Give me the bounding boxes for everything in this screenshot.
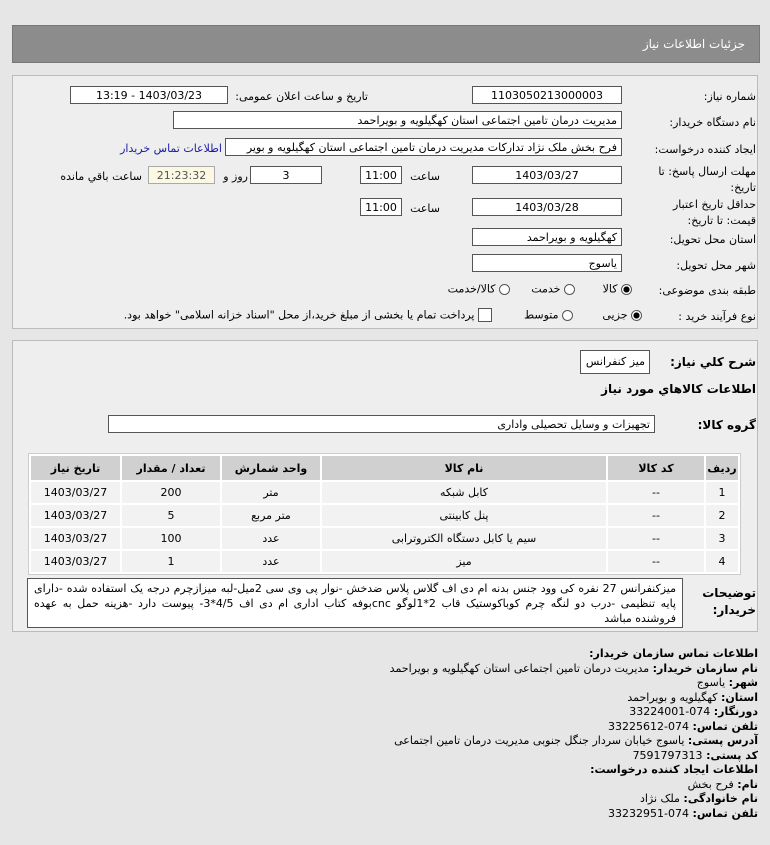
radio-selected-icon[interactable] <box>631 309 642 321</box>
table-row: 1 -- کابل شبکه متر 200 1403/03/27 <box>31 482 738 503</box>
city-field: یاسوج <box>472 254 622 272</box>
creator-label: ایجاد کننده درخواست: <box>654 143 756 156</box>
radio-icon[interactable] <box>562 309 573 321</box>
page-header: جزئیات اطلاعات نیاز <box>12 25 760 63</box>
deadline-time-field: 11:00 <box>360 166 402 184</box>
cell: 1403/03/27 <box>31 528 120 549</box>
cell: 1 <box>122 551 220 572</box>
city-label: شهر محل تحویل: <box>676 259 756 272</box>
need-number-field: 1103050213000003 <box>472 86 622 104</box>
page-title: جزئیات اطلاعات نیاز <box>642 37 745 51</box>
province-label: استان محل تحویل: <box>669 233 756 246</box>
creator-name: نام: فرح بخش <box>687 777 758 791</box>
cell: 200 <box>122 482 220 503</box>
buyer-contact-link[interactable]: اطلاعات تماس خریدار <box>120 142 222 155</box>
cell: عدد <box>222 528 320 549</box>
cell: میز <box>322 551 606 572</box>
contact-province: استان: کهگیلویه و بویراحمد <box>627 690 758 704</box>
cell: -- <box>608 505 704 526</box>
category-radio-goods-service[interactable]: کالا/خدمت <box>448 282 510 296</box>
radio-icon[interactable] <box>499 283 510 295</box>
cell: 5 <box>122 505 220 526</box>
creator-title: اطلاعات ایجاد کننده درخواست: <box>590 763 758 776</box>
col-qty: تعداد / مقدار <box>122 456 220 480</box>
col-row: ردیف <box>706 456 738 480</box>
announce-field: 1403/03/23 - 13:19 <box>70 86 228 104</box>
process-radio-minor[interactable]: جزیی <box>602 308 642 322</box>
contact-address: آدرس پستی: یاسوج خیابان سردار جنگل جنوبی… <box>394 734 758 747</box>
cell: 1403/03/27 <box>31 482 120 503</box>
cell: عدد <box>222 551 320 572</box>
summary-field: میز کنفرانس <box>580 350 650 374</box>
goods-section-title: اطلاعات كالاهاي مورد نياز <box>601 382 756 396</box>
radio-icon[interactable] <box>564 283 575 295</box>
goods-table: ردیف کد کالا نام کالا واحد شمارش تعداد /… <box>28 453 741 575</box>
days-field: 3 <box>250 166 322 184</box>
creator-field: فرح بخش ملک نژاد تدارکات مدیریت درمان تا… <box>225 138 622 156</box>
cell: کابل شبکه <box>322 482 606 503</box>
radio-selected-icon[interactable] <box>621 283 632 295</box>
category-radio-service[interactable]: خدمت <box>531 282 575 296</box>
cell: -- <box>608 551 704 572</box>
contact-city: شهر: یاسوج <box>696 676 758 689</box>
deadline-label: مهلت ارسال پاسخ: تا تاریخ: <box>658 165 756 194</box>
contact-fax: دورنگار: 074-33224001 <box>629 705 758 718</box>
validity-time-field: 11:00 <box>360 198 402 216</box>
cell: 100 <box>122 528 220 549</box>
description-label: توضیحات خریدار: <box>702 586 756 617</box>
category-label: طبقه بندی موضوعی: <box>658 284 756 297</box>
cell: 1 <box>706 482 738 503</box>
cell: سیم یا کابل دستگاه الکتروترابی <box>322 528 606 549</box>
col-unit: واحد شمارش <box>222 456 320 480</box>
group-label: گروه کالا: <box>697 418 756 432</box>
contact-info: اطلاعات تماس سازمان خریدار: نام سازمان خ… <box>390 647 758 821</box>
table-row: 3 -- سیم یا کابل دستگاه الکتروترابی عدد 100 1… <box>31 528 738 549</box>
cell: 1403/03/27 <box>31 551 120 572</box>
table-header-row: ردیف کد کالا نام کالا واحد شمارش تعداد /… <box>31 456 738 480</box>
cell: 1403/03/27 <box>31 505 120 526</box>
validity-label: حداقل تاریخ اعتبار قیمت: تا تاریخ: <box>672 198 756 227</box>
summary-label: شرح کلي نياز: <box>670 355 756 369</box>
days-label: روز و <box>223 170 248 183</box>
cell: متر مربع <box>222 505 320 526</box>
col-code: کد کالا <box>608 456 704 480</box>
contact-org: نام سازمان خریدار: مدیریت درمان تامین اج… <box>389 661 758 675</box>
province-field: کهگیلویه و بویراحمد <box>472 228 622 246</box>
remaining-label: ساعت باقي مانده <box>60 170 142 183</box>
cell: پنل کابینتی <box>322 505 606 526</box>
process-label: نوع فرآیند خرید : <box>678 310 756 323</box>
category-radio-goods[interactable]: کالا <box>603 282 632 296</box>
table-row: 2 -- پنل کابینتی متر مربع 5 1403/03/27 <box>31 505 738 526</box>
announce-label: تاریخ و ساعت اعلان عمومی: <box>235 90 368 103</box>
treasury-payment-checkbox[interactable]: پرداخت تمام یا بخشی از مبلغ خرید،از محل … <box>124 308 492 322</box>
deadline-time-label: ساعت <box>410 170 440 183</box>
table-row: 4 -- میز عدد 1 1403/03/27 <box>31 551 738 572</box>
cell: متر <box>222 482 320 503</box>
cell: -- <box>608 482 704 503</box>
creator-family: نام خانوادگی: ملک نژاد <box>639 792 758 805</box>
group-field: تجهیزات و وسایل تحصیلی واداری <box>108 415 655 433</box>
col-date: تاریخ نیاز <box>31 456 120 480</box>
cell: 3 <box>706 528 738 549</box>
deadline-date-field: 1403/03/27 <box>472 166 622 184</box>
buyer-field: مدیریت درمان تامین اجتماعی استان کهگیلوی… <box>173 111 622 129</box>
description-field: میزکنفرانس 27 نفره کی وود جنس بدنه ام دی… <box>27 578 683 628</box>
cell: 2 <box>706 505 738 526</box>
need-number-label: شماره نیاز: <box>703 90 756 103</box>
creator-phone: تلفن تماس: 074-33232951 <box>608 806 758 820</box>
validity-time-label: ساعت <box>410 202 440 215</box>
contact-postal: کد پستی: 7591797313 <box>632 748 758 762</box>
remaining-time-field: 21:23:32 <box>148 166 215 184</box>
process-radio-medium[interactable]: متوسط <box>524 308 573 322</box>
checkbox-icon[interactable] <box>478 308 492 322</box>
contact-title: اطلاعات تماس سازمان خریدار: <box>589 647 758 660</box>
validity-date-field: 1403/03/28 <box>472 198 622 216</box>
buyer-label: نام دستگاه خریدار: <box>669 116 756 129</box>
contact-phone: تلفن تماس: 074-33225612 <box>608 719 758 733</box>
col-name: نام کالا <box>322 456 606 480</box>
cell: 4 <box>706 551 738 572</box>
cell: -- <box>608 528 704 549</box>
